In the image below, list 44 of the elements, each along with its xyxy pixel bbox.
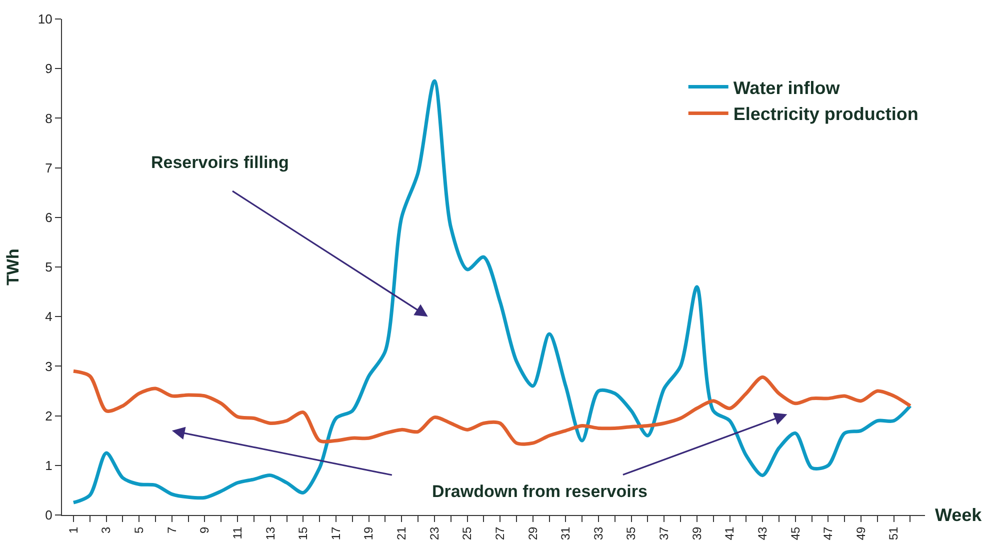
x-tick-label: 17 <box>328 526 343 540</box>
y-tick-label: 6 <box>45 210 52 225</box>
y-tick-label: 7 <box>45 160 52 176</box>
y-tick-label: 9 <box>45 61 52 76</box>
x-tick-label: 15 <box>296 526 310 540</box>
x-tick-label: 49 <box>854 526 868 540</box>
x-tick-label: 13 <box>263 526 278 540</box>
x-tick-label: 21 <box>394 526 409 540</box>
x-axis-title: Week <box>935 505 983 525</box>
x-tick-label: 39 <box>690 526 704 540</box>
x-tick-label: 11 <box>230 526 244 540</box>
x-tick-label: 43 <box>755 526 770 540</box>
y-axis-title: TWh <box>3 248 22 286</box>
annotation: Reservoirs filling <box>151 153 289 172</box>
x-tick-label: 29 <box>526 526 540 540</box>
y-tick-label: 10 <box>38 12 52 27</box>
y-tick-label: 3 <box>45 358 52 374</box>
x-tick-label: 45 <box>788 526 802 540</box>
x-tick-label: 7 <box>164 526 179 534</box>
line-series <box>72 369 912 446</box>
x-tick-label: 1 <box>66 526 80 534</box>
x-tick-label: 41 <box>722 526 737 540</box>
x-tick-label: 25 <box>460 526 474 540</box>
x-tick-label: 47 <box>821 526 836 540</box>
x-tick-label: 27 <box>492 526 507 540</box>
y-tick-label: 4 <box>45 309 52 324</box>
x-tick-label: 31 <box>558 526 573 540</box>
y-tick-label: 0 <box>45 508 52 523</box>
y-tick-label: 1 <box>45 458 52 473</box>
annotation: Drawdown from reservoirs <box>432 482 648 501</box>
x-tick-label: 51 <box>886 526 901 540</box>
y-tick-label: 2 <box>45 408 52 424</box>
x-tick-label: 5 <box>132 526 146 534</box>
x-tick-label: 35 <box>624 526 638 540</box>
x-tick-label: 9 <box>198 526 212 534</box>
x-tick-label: 19 <box>362 526 376 540</box>
x-tick-label: 23 <box>427 526 442 540</box>
legend-label: Water inflow <box>733 78 841 98</box>
x-tick-label: 37 <box>657 526 672 540</box>
y-tick-label: 8 <box>45 110 52 126</box>
legend-label: Electricity production <box>733 104 918 124</box>
y-tick-label: 5 <box>45 260 52 275</box>
x-tick-label: 33 <box>591 526 606 540</box>
x-tick-label: 3 <box>99 526 114 534</box>
